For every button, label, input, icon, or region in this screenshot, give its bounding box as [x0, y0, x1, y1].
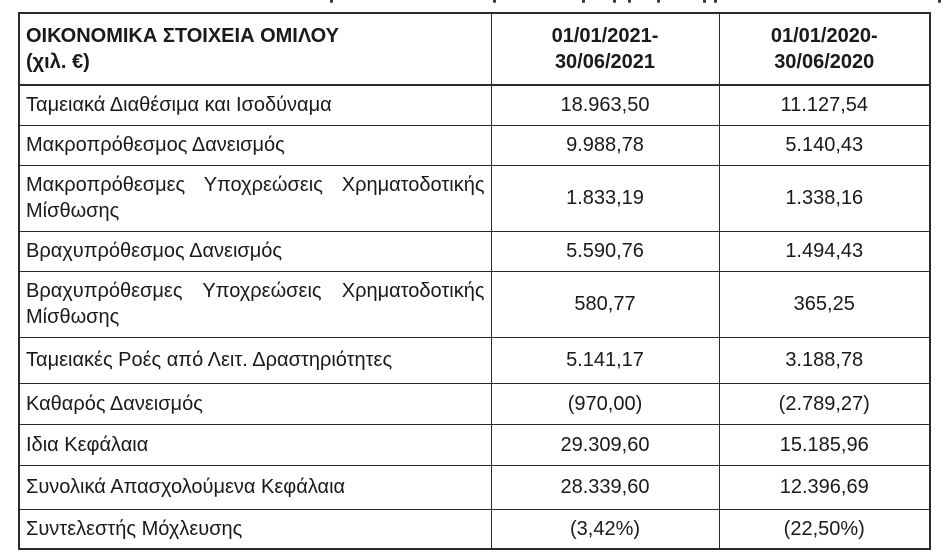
- row-label: Συντελεστής Μόχλευσης: [18, 508, 492, 550]
- row-value-2020: 365,25: [718, 270, 931, 338]
- text-fragment: [938, 0, 941, 3]
- row-value-2020: 11.127,54: [718, 84, 931, 126]
- row-value-2021: 28.339,60: [490, 464, 720, 510]
- row-value-2020: 3.188,78: [718, 336, 931, 384]
- text-fragment: [657, 0, 660, 3]
- column-header-2020-line1: 01/01/2020-: [770, 25, 878, 47]
- row-value-2020: (22,50%): [718, 508, 931, 550]
- text-fragment: [613, 0, 616, 3]
- text-fragment: [703, 0, 706, 3]
- row-label: Βραχυπρόθεσμες Υποχρεώσεις Χρηματοδοτική…: [18, 270, 492, 338]
- table-body: Ταμειακά Διαθέσιμα και Ισοδύναμα 18.963,…: [18, 84, 931, 550]
- row-value-2021: (970,00): [490, 382, 720, 425]
- column-header-2021-line2: 30/06/2021: [554, 51, 656, 73]
- row-label: Μακροπρόθεσμες Υποχρεώσεις Χρηματοδοτική…: [18, 164, 492, 232]
- text-fragment: [493, 0, 496, 3]
- row-value-2020: 1.338,16: [718, 164, 931, 232]
- table-title: ΟΙΚΟΝΟΜΙΚΑ ΣΤΟΙΧΕΙΑ ΟΜΙΛΟΥ (χιλ. €): [18, 12, 492, 86]
- text-fragment: [628, 0, 631, 3]
- row-label: Συνολικά Απασχολούμενα Κεφάλαια: [18, 464, 492, 510]
- text-fragment: [714, 0, 717, 3]
- row-value-2021: 9.988,78: [490, 124, 720, 166]
- row-label: Ταμειακά Διαθέσιμα και Ισοδύναμα: [18, 84, 492, 126]
- table-row: Βραχυπρόθεσμος Δανεισμός 5.590,76 1.494,…: [18, 230, 931, 272]
- row-value-2020: 1.494,43: [718, 230, 931, 272]
- clipped-text-remnant: [0, 0, 947, 6]
- row-value-2021: 1.833,19: [490, 164, 720, 232]
- row-value-2021: 580,77: [490, 270, 720, 338]
- table-row: Καθαρός Δανεισμός (970,00) (2.789,27): [18, 382, 931, 425]
- column-header-2020-line2: 30/06/2020: [774, 51, 875, 73]
- table-title-line1: ΟΙΚΟΝΟΜΙΚΑ ΣΤΟΙΧΕΙΑ ΟΜΙΛΟΥ: [26, 25, 339, 47]
- text-fragment: [330, 0, 333, 3]
- column-header-2020: 01/01/2020- 30/06/2020: [718, 12, 931, 86]
- row-value-2021: 5.590,76: [490, 230, 720, 272]
- row-value-2020: (2.789,27): [718, 382, 931, 425]
- row-value-2020: 5.140,43: [718, 124, 931, 166]
- row-value-2021: (3,42%): [490, 508, 720, 550]
- financial-table: ΟΙΚΟΝΟΜΙΚΑ ΣΤΟΙΧΕΙΑ ΟΜΙΛΟΥ (χιλ. €) 01/0…: [18, 12, 931, 550]
- row-value-2021: 18.963,50: [490, 84, 720, 126]
- table-title-line2: (χιλ. €): [26, 51, 90, 73]
- row-value-2021: 5.141,17: [490, 336, 720, 384]
- table-row: Συνολικά Απασχολούμενα Κεφάλαια 28.339,6…: [18, 464, 931, 510]
- table-row: Μακροπρόθεσμος Δανεισμός 9.988,78 5.140,…: [18, 124, 931, 166]
- row-label: Βραχυπρόθεσμος Δανεισμός: [18, 230, 492, 272]
- row-label: Ταμειακές Ροές από Λειτ. Δραστηριότητες: [18, 336, 492, 384]
- table-row: Ιδια Κεφάλαια 29.309,60 15.185,96: [18, 423, 931, 466]
- column-header-2021-line1: 01/01/2021-: [551, 25, 659, 47]
- row-value-2020: 15.185,96: [718, 423, 931, 466]
- table-row: Βραχυπρόθεσμες Υποχρεώσεις Χρηματοδοτική…: [18, 270, 931, 338]
- row-value-2020: 12.396,69: [718, 464, 931, 510]
- text-fragment: [582, 0, 585, 3]
- row-label: Καθαρός Δανεισμός: [18, 382, 492, 425]
- row-label: Ιδια Κεφάλαια: [18, 423, 492, 466]
- header-row: ΟΙΚΟΝΟΜΙΚΑ ΣΤΟΙΧΕΙΑ ΟΜΙΛΟΥ (χιλ. €) 01/0…: [18, 12, 931, 86]
- table-row: Συντελεστής Μόχλευσης (3,42%) (22,50%): [18, 508, 931, 550]
- table-row: Μακροπρόθεσμες Υποχρεώσεις Χρηματοδοτική…: [18, 164, 931, 232]
- row-value-2021: 29.309,60: [490, 423, 720, 466]
- table-row: Ταμειακές Ροές από Λειτ. Δραστηριότητες …: [18, 336, 931, 384]
- row-label: Μακροπρόθεσμος Δανεισμός: [18, 124, 492, 166]
- table-row: Ταμειακά Διαθέσιμα και Ισοδύναμα 18.963,…: [18, 84, 931, 126]
- column-header-2021: 01/01/2021- 30/06/2021: [490, 12, 720, 86]
